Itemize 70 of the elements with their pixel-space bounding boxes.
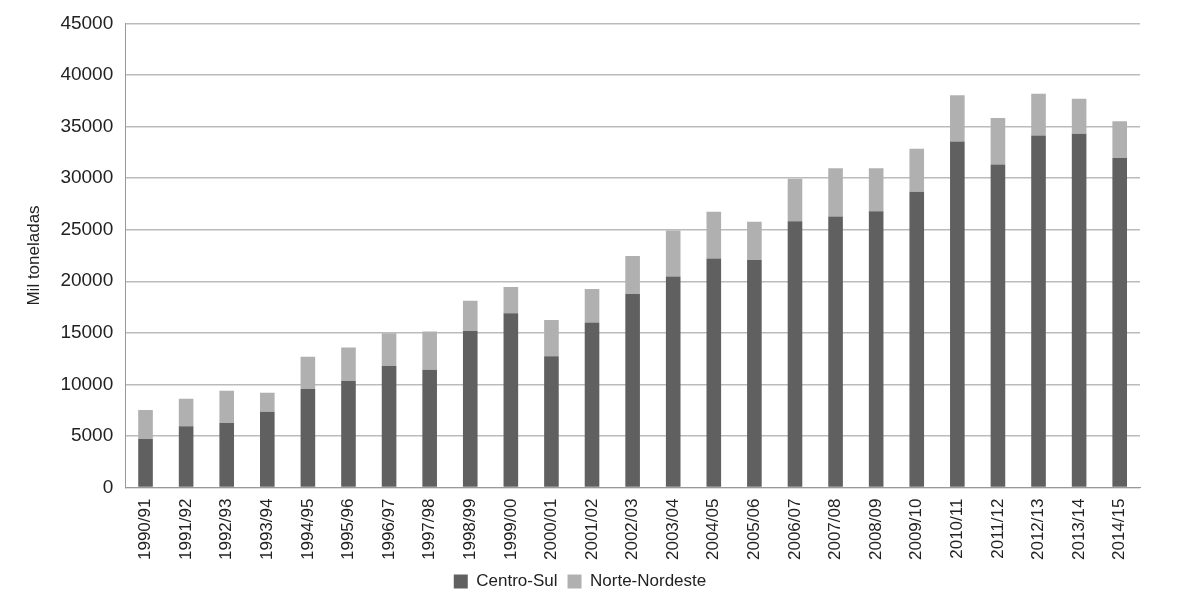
x-tick-label: 2013/14 [1068,498,1088,560]
bar [787,221,803,487]
x-tick-label: 2002/03 [622,498,642,560]
bar [341,347,356,381]
y-tick-label: 45000 [60,11,114,33]
x-tick-label: 2014/15 [1109,498,1129,560]
bar [665,276,681,487]
x-tick-label: 1990/91 [135,498,155,560]
x-tick-label: 2012/13 [1028,498,1048,560]
y-tick-label: 40000 [60,63,114,85]
bar [747,260,762,487]
bar [138,439,153,487]
bar [909,191,925,487]
y-axis-title: Mil toneladas [23,205,43,306]
y-tick-label: 20000 [60,269,114,291]
y-tick-label: 10000 [60,372,114,394]
bar [219,422,235,487]
bar [1112,157,1128,487]
x-tick-label: 2005/06 [744,498,764,560]
bar [990,164,1006,487]
bar [1071,133,1087,487]
x-tick-label: 2011/12 [987,498,1007,559]
bar [625,293,640,487]
bar [260,411,275,487]
bar [178,426,194,487]
y-tick-label: 0 [102,475,114,497]
legend-label: Centro-Sul [476,571,558,591]
x-tick-label: 2001/02 [581,498,601,560]
bar [503,313,519,487]
x-tick-label: 2000/01 [541,498,561,560]
x-tick-label: 2003/04 [662,498,682,560]
bar [300,389,316,487]
bar [422,369,437,487]
x-tick-label: 2010/11 [947,498,967,559]
bar [341,381,356,487]
x-tick-label: 1993/94 [256,498,276,560]
bar [706,258,722,487]
x-tick-label: 2009/10 [906,498,926,560]
y-tick-label: 25000 [60,217,114,239]
bar [868,211,884,487]
y-tick-label: 35000 [60,114,114,136]
bar [584,322,600,487]
x-tick-label: 2007/08 [825,498,845,560]
x-tick-label: 1991/92 [175,498,195,560]
bar [584,289,600,323]
bar [544,356,559,487]
bar [462,300,478,331]
x-tick-label: 1998/99 [459,498,479,560]
x-tick-label: 2006/07 [784,498,804,560]
bar [828,216,843,487]
legend-label: Norte-Nordeste [590,571,707,591]
x-tick-label: 1992/93 [216,498,236,560]
x-tick-label: 1994/95 [297,498,317,560]
x-tick-label: 1995/96 [338,498,358,560]
y-tick-label: 30000 [60,166,114,188]
bar [950,141,965,487]
bar [178,398,194,427]
x-tick-label: 1997/98 [419,498,439,560]
y-tick-label: 15000 [60,321,114,343]
x-tick-label: 2004/05 [703,498,723,560]
bar [260,392,275,412]
x-tick-label: 1996/97 [378,498,398,560]
bar [219,390,235,423]
x-tick-label: 2008/09 [865,498,885,560]
bar [503,287,519,314]
bar [1031,135,1046,487]
y-tick-label: 5000 [70,424,114,446]
bar [462,330,478,487]
bar [381,366,397,487]
x-tick-label: 1999/00 [500,498,520,560]
